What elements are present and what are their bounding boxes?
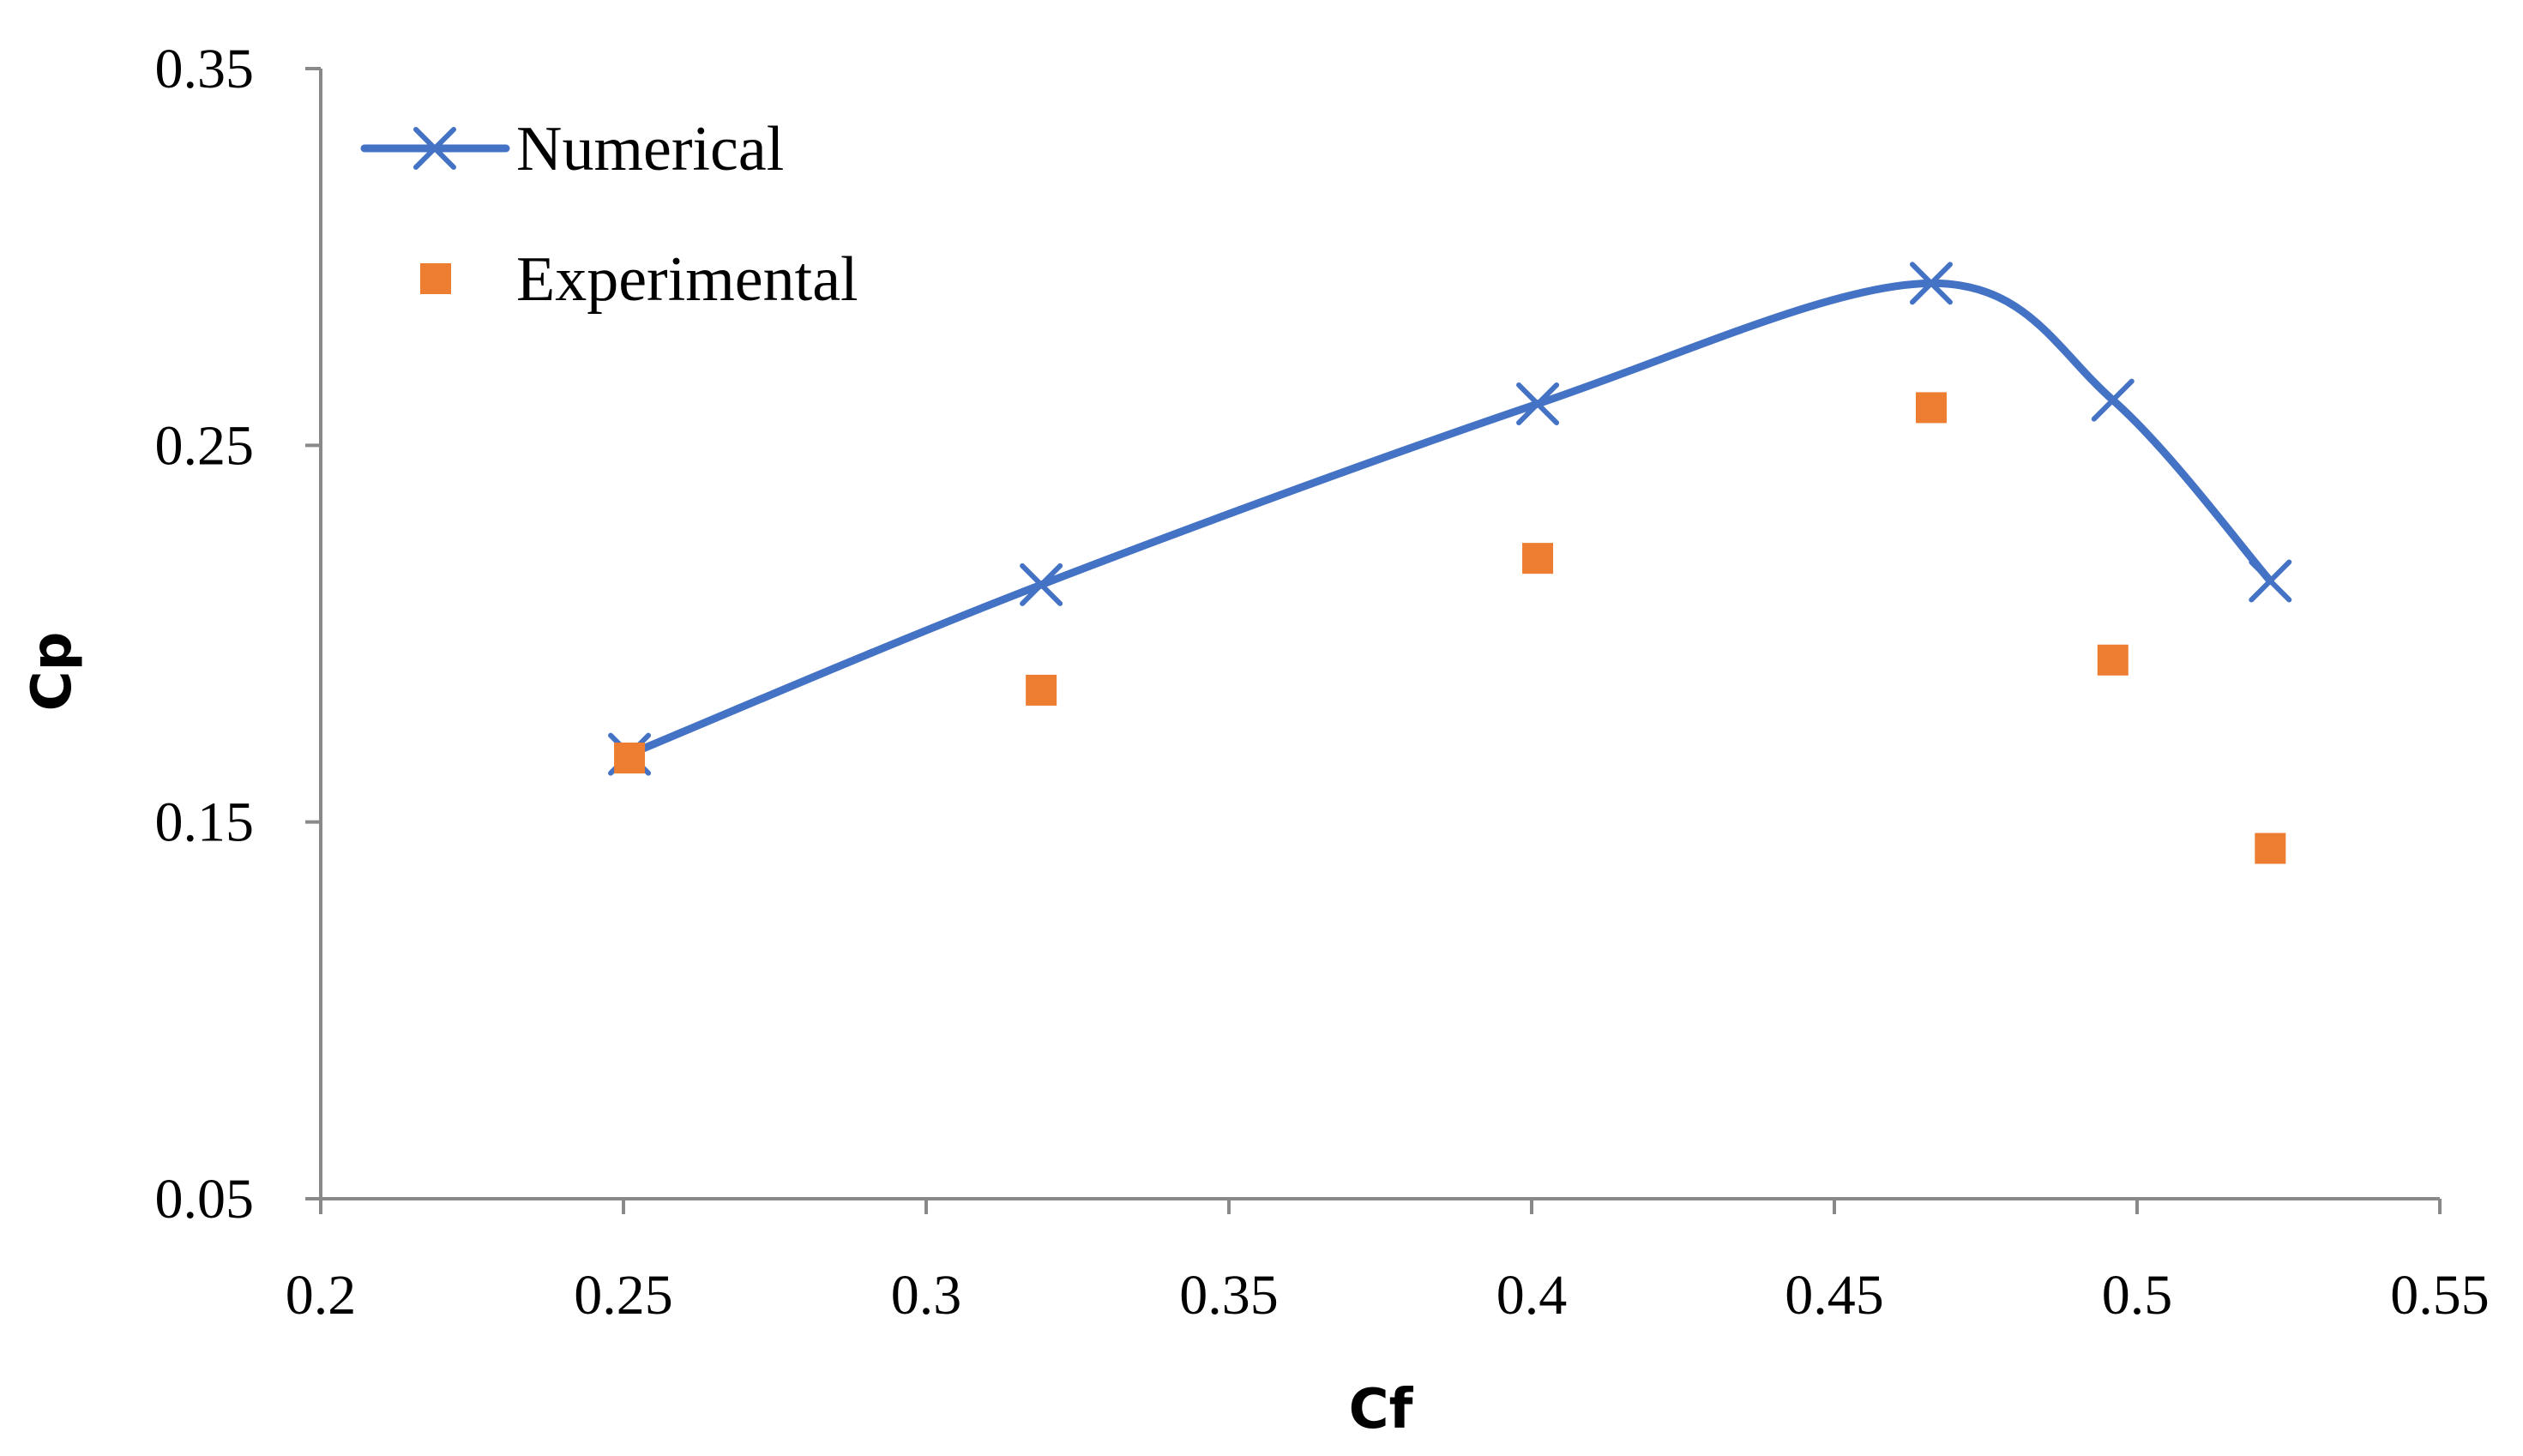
series-numerical xyxy=(608,262,2292,776)
experimental-point xyxy=(1522,543,1554,575)
x-marker-stroke xyxy=(1020,563,1063,606)
y-tick-label: 0.35 xyxy=(155,38,255,100)
x-tick-label: 0.4 xyxy=(1496,1264,1568,1327)
y-tick-label: 0.15 xyxy=(155,791,255,854)
legend: Numerical Experimental xyxy=(360,114,858,315)
series-experimental xyxy=(614,392,2286,864)
numerical-point xyxy=(2249,559,2292,603)
x-tick-label: 0.55 xyxy=(2390,1264,2490,1327)
experimental-point xyxy=(1026,674,1057,706)
x-tick-label: 0.35 xyxy=(1179,1264,1279,1327)
experimental-point xyxy=(2097,644,2129,676)
experimental-point xyxy=(1915,392,1947,424)
axes xyxy=(319,69,2440,1200)
y-tick-label: 0.05 xyxy=(155,1168,255,1230)
x-tick-label: 0.45 xyxy=(1785,1264,1884,1327)
legend-experimental-marker xyxy=(420,263,451,294)
y-axis-title: Cp xyxy=(21,632,84,712)
x-axis-title: Cf xyxy=(1349,1378,1414,1441)
x-marker-stroke xyxy=(2249,559,2292,603)
legend-x-marker xyxy=(413,127,456,170)
y-tick-label: 0.25 xyxy=(155,414,255,477)
legend-experimental-label: Experimental xyxy=(516,244,858,315)
numerical-point xyxy=(1516,382,1560,426)
numerical-point xyxy=(1909,262,1953,305)
x-marker-stroke xyxy=(413,127,456,170)
x-marker-stroke xyxy=(1516,382,1560,426)
numerical-line xyxy=(625,279,2274,759)
experimental-point xyxy=(614,742,646,773)
numerical-point xyxy=(1020,563,1063,606)
legend-numerical-label: Numerical xyxy=(516,114,784,184)
x-marker-stroke xyxy=(1909,262,1953,305)
x-tick-label: 0.25 xyxy=(574,1264,673,1327)
legend-numerical-marker xyxy=(413,127,456,170)
x-tick-label: 0.3 xyxy=(891,1264,962,1327)
x-tick-label: 0.2 xyxy=(286,1264,357,1327)
x-tick-label: 0.5 xyxy=(2102,1264,2173,1327)
y-axis-ticks: 0.05 0.15 0.25 0.35 xyxy=(155,38,321,1230)
numerical-point xyxy=(2091,378,2135,422)
x-marker-stroke xyxy=(2091,378,2135,422)
x-axis-ticks: 0.2 0.25 0.3 0.35 0.4 0.45 0.5 0.55 xyxy=(286,1199,2490,1327)
experimental-point xyxy=(2255,833,2286,864)
